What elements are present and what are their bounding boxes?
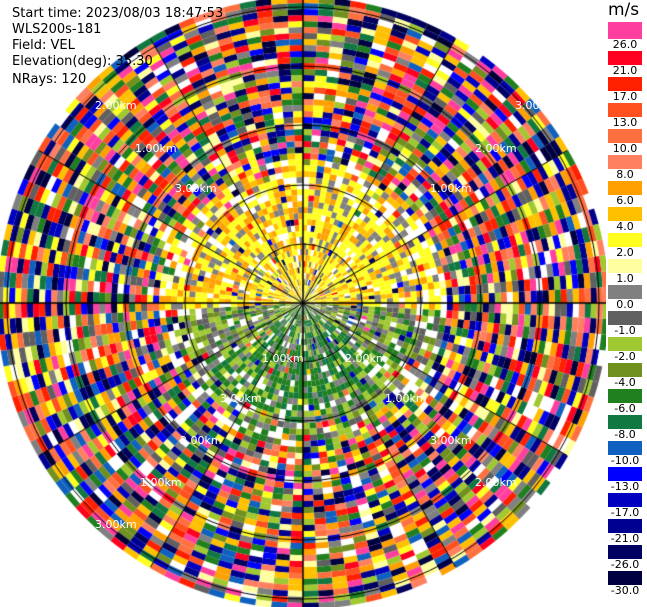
field-label: Field: VEL — [12, 38, 75, 53]
colorbar-tick-label: 2.0 — [608, 247, 642, 259]
colorbar-tick-label: -13.0 — [608, 481, 642, 493]
range-ring-label: 2.00km — [180, 434, 222, 447]
range-ring-label: 1.00km — [135, 142, 177, 155]
range-ring-label: 1.00km — [430, 182, 472, 195]
colorbar-tick-label: -17.0 — [608, 507, 642, 519]
nrays-label: NRays: 120 — [12, 72, 87, 87]
colorbar-tick-label: 1.0 — [608, 273, 642, 285]
colorbar-tick-label: 0.0 — [608, 299, 642, 311]
range-ring-label: 3.00km — [220, 392, 262, 405]
radial-velocity-plot — [0, 0, 606, 607]
colorbar-tick-label: 17.0 — [608, 91, 642, 103]
start-time-label: Start time: 2023/08/03 18:47:53 — [12, 6, 224, 21]
range-ring-label: 3.00km — [430, 434, 472, 447]
colorbar-tick-label: -21.0 — [608, 533, 642, 545]
colorbar-tick-label: 21.0 — [608, 65, 642, 77]
colorbar-tick-label: 6.0 — [608, 195, 642, 207]
colorbar-tick-label: 8.0 — [608, 169, 642, 181]
range-ring-label: 3.00km — [175, 182, 217, 195]
range-ring-label: 2.00km — [345, 352, 387, 365]
colorbar-tick-label: -10.0 — [608, 455, 642, 467]
colorbar-tick-label: 10.0 — [608, 143, 642, 155]
range-ring-label: 1.00km — [140, 476, 182, 489]
colorbar-tick-label: -8.0 — [608, 429, 642, 441]
range-ring-label: 2.00km — [95, 99, 137, 112]
colorbar-tick-label: -4.0 — [608, 377, 642, 389]
velocity-colorbar: 26.0 21.0 17.0 13.0 10.0 8.0 6.0 4.0 2.0 1.0 0.0 -1… — [608, 22, 642, 597]
range-ring-label: 2.00km — [475, 476, 517, 489]
colorbar-tick-label: -26.0 — [608, 559, 642, 571]
range-ring-label: 2.00km — [475, 142, 517, 155]
colorbar-tick-label: 4.0 — [608, 221, 642, 233]
elevation-label: Elevation(deg): 35.30 — [12, 54, 153, 69]
range-ring-label: 3.00km — [95, 518, 137, 531]
colorbar-tick-label: -1.0 — [608, 325, 642, 337]
range-ring-label: 1.00km — [385, 392, 427, 405]
colorbar-tick-label: 26.0 — [608, 39, 642, 51]
instrument-label: WLS200s-181 — [12, 22, 102, 37]
colorbar-tick-label: -2.0 — [608, 351, 642, 363]
range-ring-label: 3.00km — [515, 99, 557, 112]
range-ring-label: 1.00km — [262, 352, 304, 365]
colorbar-tick-label: -6.0 — [608, 403, 642, 415]
colorbar-tick-label: -30.0 — [608, 585, 642, 597]
colorbar-tick-label: 13.0 — [608, 117, 642, 129]
colorbar-unit: m/s — [608, 0, 640, 20]
